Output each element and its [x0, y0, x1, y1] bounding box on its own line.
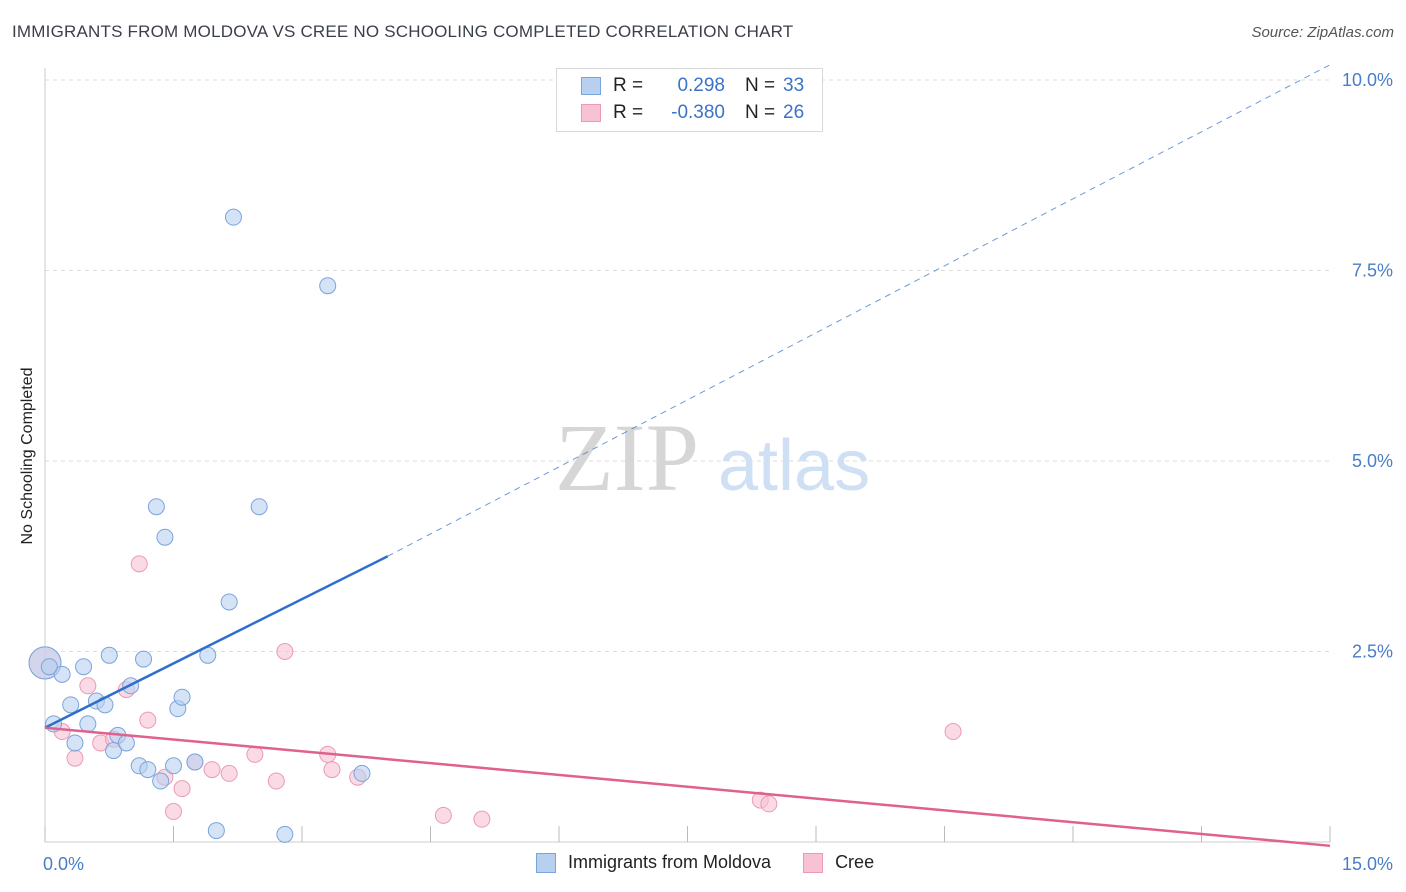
r-value: 0.298 [677, 75, 725, 96]
watermark-atlas: atlas [718, 426, 870, 506]
legend-row-moldova: R = 0.298 N = 33 [581, 75, 804, 97]
moldova-point [53, 665, 71, 683]
moldova-point [117, 734, 135, 752]
grid-lines [45, 79, 1330, 652]
moldova-point [250, 498, 268, 516]
cree-point [323, 761, 341, 779]
y-tick-label: 10.0% [1342, 70, 1393, 90]
moldova-legend-swatch [536, 852, 556, 873]
r-value: -0.380 [671, 102, 725, 123]
moldova-point [276, 825, 294, 843]
moldova-point [186, 753, 204, 771]
cree-point [267, 772, 285, 790]
x-tick-label: 15.0% [1342, 854, 1393, 874]
cree-legend-label: Cree [835, 852, 875, 872]
y-tick-label: 2.5% [1352, 642, 1393, 662]
trend-lines [44, 64, 1331, 848]
cree-point [434, 806, 452, 824]
y-tick-label: 7.5% [1352, 261, 1393, 281]
cree-point [220, 764, 238, 782]
watermark: ZIP atlas [555, 404, 870, 511]
moldova-point [220, 593, 238, 611]
moldova-point [147, 498, 165, 516]
n-value: 26 [783, 102, 805, 123]
cree-point [473, 810, 491, 828]
moldova-point [152, 772, 170, 790]
cree-point [79, 677, 97, 695]
r-label: R = [613, 102, 644, 123]
series-legend: Immigrants from Moldova Cree [536, 852, 906, 873]
cree-point [760, 795, 778, 813]
r-label: R = [613, 75, 644, 96]
legend-item-moldova: Immigrants from Moldova [536, 852, 771, 873]
moldova-point [66, 734, 84, 752]
moldova-point [75, 658, 93, 676]
n-label: N = [745, 75, 776, 96]
data-points [28, 208, 962, 843]
moldova-trend-line [44, 555, 389, 729]
moldova-trend-extension [387, 64, 1331, 557]
legend-item-cree: Cree [803, 852, 874, 873]
moldova-swatch [581, 77, 601, 95]
cree-point [139, 711, 157, 729]
n-value: 33 [783, 75, 805, 96]
moldova-point [62, 696, 80, 714]
moldova-point [207, 822, 225, 840]
cree-point [130, 555, 148, 573]
x-tick-label: 0.0% [43, 854, 84, 874]
cree-point [66, 749, 84, 767]
watermark-zip: ZIP [555, 404, 699, 511]
cree-point [203, 761, 221, 779]
correlation-legend: R = 0.298 N = 33 R = -0.380 N = 26 [556, 68, 823, 132]
cree-point [276, 643, 294, 660]
cree-legend-swatch [803, 852, 824, 873]
chart-title: IMMIGRANTS FROM MOLDOVA VS CREE NO SCHOO… [12, 22, 794, 41]
cree-point [246, 745, 264, 763]
cree-point [173, 780, 191, 798]
moldova-point [319, 277, 337, 295]
axes [44, 68, 1331, 843]
y-tick-label: 5.0% [1352, 451, 1393, 471]
moldova-point [40, 658, 58, 676]
n-label: N = [745, 102, 776, 123]
moldova-legend-label: Immigrants from Moldova [568, 852, 772, 872]
legend-row-cree: R = -0.380 N = 26 [581, 102, 804, 124]
cree-point [944, 723, 962, 741]
cree-swatch [581, 104, 601, 122]
moldova-point [353, 764, 371, 782]
moldova-point [224, 208, 242, 226]
moldova-point [135, 650, 153, 668]
source-label: Source: ZipAtlas.com [1251, 24, 1394, 41]
moldova-point [165, 757, 182, 775]
cree-point [165, 803, 182, 821]
moldova-point [173, 688, 191, 706]
moldova-point [79, 715, 97, 733]
moldova-point [156, 528, 174, 546]
moldova-point [139, 761, 157, 779]
moldova-point [100, 646, 118, 664]
cree-trend-line [44, 726, 1331, 848]
tick-labels: 2.5% 5.0% 7.5% 10.0% 0.0% 15.0% [43, 70, 1393, 874]
